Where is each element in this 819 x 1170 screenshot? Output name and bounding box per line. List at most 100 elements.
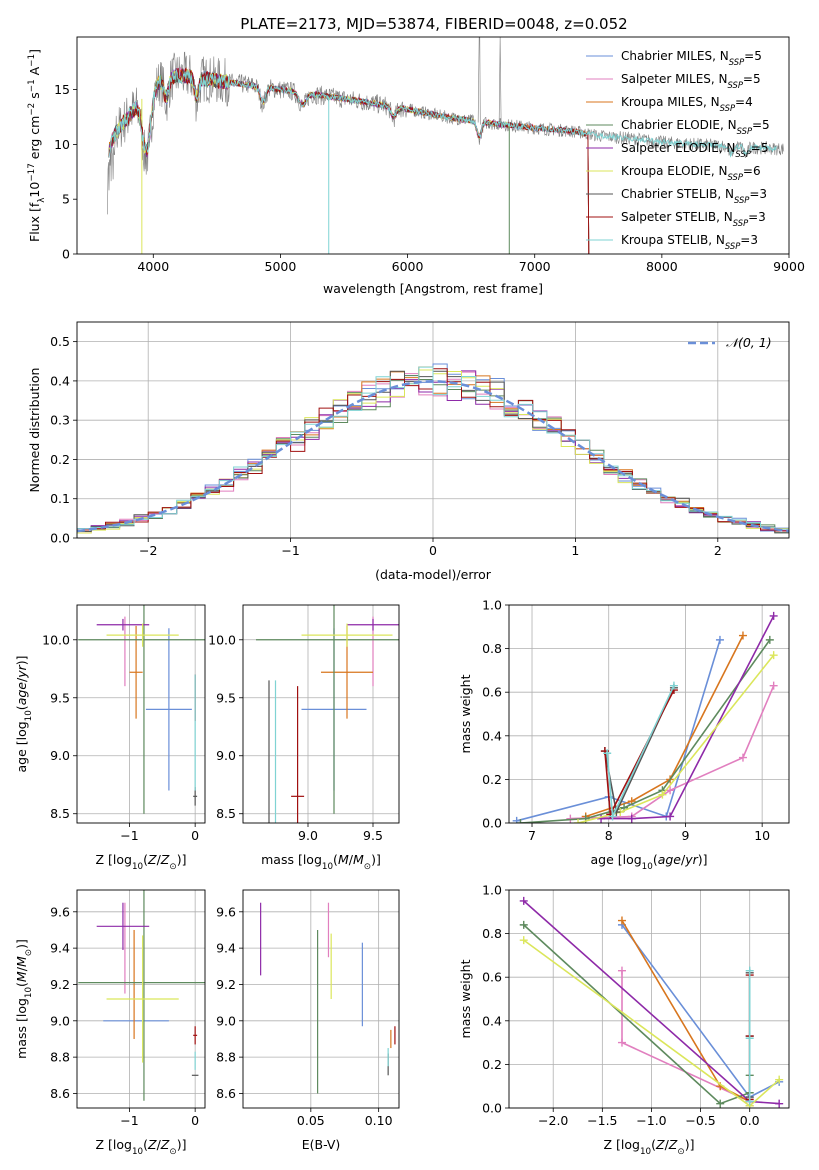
x-axis-label: Z [log10(Z/Z⊙)] [96,852,187,872]
legend-entry: Chabrier ELODIE, NSSP=5 [621,118,770,136]
y-tick-label: 9.0 [216,1013,236,1028]
errorbar-point [96,618,150,631]
y-tick-label: 0.6 [482,970,502,985]
axes-frame [76,604,206,824]
y-tick-label: 0.8 [482,926,502,941]
plot-area [519,896,784,1108]
y-tick-label: 0.4 [482,728,502,743]
plot-area [77,363,789,538]
series-marker [666,786,675,795]
y-tick-label: 0.2 [482,1057,502,1072]
y-tick-label: 8.6 [50,1086,70,1101]
errorbar-point [96,902,150,950]
y-axis-label: mass weight [458,674,473,753]
y-tick-label: 9.0 [50,748,70,763]
series-marker [617,916,626,925]
errorbar-point [301,623,393,647]
model-spectrum-kroupa-miles [108,68,590,254]
x-axis-label: (data-model)/error [375,567,492,582]
y-tick-label: 8.5 [216,806,236,821]
x-tick-label: 7000 [519,259,551,274]
series-marker [745,1097,754,1106]
y-tick-label: 8.8 [50,1050,70,1065]
y-tick-label: 10 [54,137,70,152]
legend-series-name: Salpeter MILES, N [621,72,728,86]
y-tick-label: 9.5 [50,690,70,705]
y-axis-label: mass [log10(M/M⊙)] [14,939,34,1059]
x-tick-label: −1 [120,1113,138,1128]
axes-frame [508,889,790,1109]
series-marker [738,753,747,762]
observed-spectrum [107,51,785,215]
series-salpeter-elodie [597,611,778,823]
emission-line-sii [498,37,502,126]
errorbar-point [347,618,399,631]
y-tick-label: 0.6 [482,685,502,700]
x-axis-label: Z [log10(Z/Z⊙)] [96,1137,187,1157]
x-tick-label: 9.5 [363,828,383,843]
y-tick-label: 5 [62,192,70,207]
y-tick-label: 0.8 [482,641,502,656]
series-chabrier-elodie [516,635,774,823]
axes-frame [508,604,790,824]
series-kroupa-elodie [574,651,778,823]
x-tick-label: −1.0 [636,1113,666,1128]
y-tick-label: 10.0 [208,632,236,647]
series-line [585,635,744,818]
x-tick-label: −0.5 [685,1113,715,1128]
series-marker [627,814,636,823]
chart-mass_vs_EBV: 0.05 0.10 8.6 8.8 9.0 9.2 9.4 9.6 E(B-V) [216,889,400,1152]
series-marker [617,1038,626,1047]
x-axis-label: Z [log10(Z/Z⊙)] [604,1137,695,1157]
y-tick-label: 9.0 [216,748,236,763]
errorbar-point [78,605,205,814]
axes-frame [76,36,790,255]
y-tick-label: 8.5 [50,806,70,821]
gaussian-curve [77,380,789,533]
axes-frame [76,321,790,539]
legend-entry: Kroupa MILES, NSSP=4 [621,95,753,113]
series-kroupa-stelib [745,966,754,1106]
histogram-kroupa-stelib [77,366,789,538]
chart-weight_vs_age: 7 8 9 10 0.0 0.2 0.4 0.6 0.8 1.0 age [log10(age/yr… [458,598,790,872]
legend-entry: Chabrier STELIB, NSSP=3 [621,187,767,205]
y-tick-label: 8.8 [216,1050,236,1065]
legend-series-name: Kroupa ELODIE, N [621,164,728,178]
errorbar-point [78,890,205,1101]
x-tick-label: 5000 [265,259,297,274]
y-tick-label: 0.2 [482,772,502,787]
y-tick-label: 9.2 [50,977,70,992]
series-marker [519,936,528,945]
y-tick-label: 1.0 [482,598,502,613]
series-marker [765,635,774,644]
model-spectrum-salpeter-miles [108,66,590,254]
plot-area [78,890,205,1101]
legend-series-name: Kroupa MILES, N [621,95,720,109]
x-tick-label: −1 [120,828,138,843]
series-marker [769,681,778,690]
chart-age_vs_mass: 9.0 9.5 8.5 9.0 9.5 10.0 mass [log10(M/M⊙)] [208,604,400,872]
x-tick-label: −1.5 [587,1113,617,1128]
series-line [520,639,771,823]
model-spectrum-chabrier-miles [108,67,590,254]
legend-entry: 𝒩(0, 1) [726,335,772,350]
model-spectrum-salpeter-stelib [108,66,590,254]
series-marker [738,631,747,640]
series-marker [769,611,778,620]
legend-entry: Salpeter MILES, NSSP=5 [621,72,761,90]
legend-entry: Kroupa ELODIE, NSSP=6 [621,164,761,182]
series-marker [597,814,606,823]
series-marker [574,819,583,823]
errorbar-point [129,625,143,719]
series-marker [519,920,528,929]
errorbar-point [193,1026,198,1045]
series-kroupa-stelib [603,681,678,821]
legend-series-name: Salpeter STELIB, N [621,210,733,224]
series-marker [715,635,724,644]
series-chabrier-elodie [519,920,754,1108]
x-tick-label: −2 [139,543,157,558]
plot-area [107,37,785,254]
chart-spectrum: 4000 5000 6000 7000 8000 9000 0 5 10 15 wavelength… [27,36,805,296]
errorbar-point [291,686,305,823]
chart-mass_vs_Z: −1 0 8.6 8.8 9.0 9.2 9.4 9.6 Z [log10(Z/Z⊙)] mass… [14,889,206,1157]
